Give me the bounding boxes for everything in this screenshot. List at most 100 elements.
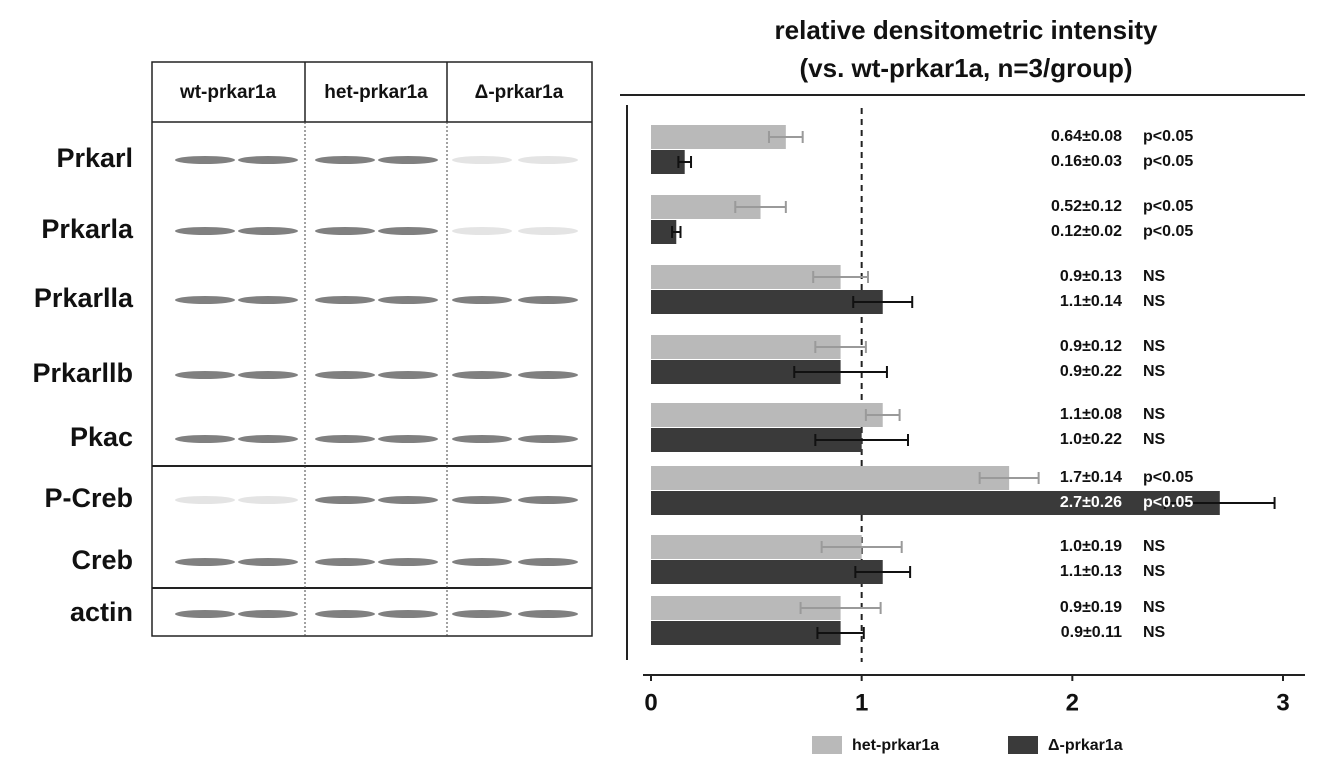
row-label: Creb xyxy=(71,545,133,575)
blot-band xyxy=(452,496,512,504)
blot-band xyxy=(452,558,512,566)
legend-swatch xyxy=(1008,736,1038,754)
blot-band xyxy=(378,610,438,618)
value-label: 0.9±0.11 xyxy=(1061,624,1122,641)
blot-band xyxy=(315,371,375,379)
value-label: 0.64±0.08 xyxy=(1051,128,1122,145)
blot-band xyxy=(315,296,375,304)
blot-band xyxy=(238,496,298,504)
value-label: 2.7±0.26 xyxy=(1060,494,1122,511)
blot-frame xyxy=(152,62,592,636)
significance-label: NS xyxy=(1143,363,1166,380)
figure: relative densitometric intensity (vs. wt… xyxy=(0,0,1326,762)
row-label: Prkarla xyxy=(41,214,134,244)
significance-label: p<0.05 xyxy=(1143,128,1193,145)
significance-label: p<0.05 xyxy=(1143,153,1193,170)
blot-band xyxy=(378,227,438,235)
significance-label: NS xyxy=(1143,268,1166,285)
blot-band xyxy=(518,227,578,235)
value-label: 0.52±0.12 xyxy=(1051,198,1122,215)
bar xyxy=(651,491,1220,515)
blot-band xyxy=(378,558,438,566)
row-label: Prkarllb xyxy=(32,358,133,388)
legend-label: Δ-prkar1a xyxy=(1048,737,1123,754)
blot-band xyxy=(452,227,512,235)
value-label: 0.9±0.13 xyxy=(1060,268,1122,285)
significance-label: NS xyxy=(1143,538,1166,555)
chart-title: relative densitometric intensity xyxy=(775,15,1158,45)
bar xyxy=(651,621,841,645)
blot-band xyxy=(452,610,512,618)
blot-band xyxy=(518,610,578,618)
row-label: Prkarl xyxy=(56,143,133,173)
significance-label: NS xyxy=(1143,599,1166,616)
value-label: 0.9±0.19 xyxy=(1060,599,1122,616)
significance-label: NS xyxy=(1143,338,1166,355)
row-label: Prkarlla xyxy=(34,283,134,313)
significance-label: NS xyxy=(1143,624,1166,641)
blot-band xyxy=(175,496,235,504)
blot-band xyxy=(518,435,578,443)
blot-band xyxy=(175,227,235,235)
blot-band xyxy=(315,435,375,443)
significance-label: p<0.05 xyxy=(1143,494,1193,511)
chart-subtitle: (vs. wt-prkar1a, n=3/group) xyxy=(799,53,1132,83)
blot-band xyxy=(518,496,578,504)
row-label: P-Creb xyxy=(44,483,133,513)
legend-label: het-prkar1a xyxy=(852,737,939,754)
row-label: actin xyxy=(70,597,133,627)
blot-band xyxy=(238,558,298,566)
x-tick-label: 2 xyxy=(1066,689,1079,716)
blot-band xyxy=(452,435,512,443)
bar xyxy=(651,125,786,149)
blot-band xyxy=(315,558,375,566)
blot-band xyxy=(175,558,235,566)
blot-band xyxy=(452,371,512,379)
bar xyxy=(651,290,883,314)
x-tick-label: 3 xyxy=(1276,689,1289,716)
legend-swatch xyxy=(812,736,842,754)
blot-band xyxy=(518,371,578,379)
blot-band xyxy=(175,371,235,379)
bar xyxy=(651,335,841,359)
significance-label: NS xyxy=(1143,406,1166,423)
blot-band xyxy=(452,296,512,304)
significance-label: p<0.05 xyxy=(1143,223,1193,240)
column-label: Δ-prkar1a xyxy=(475,82,564,103)
significance-label: NS xyxy=(1143,431,1166,448)
value-label: 1.1±0.13 xyxy=(1060,563,1122,580)
blot-band xyxy=(518,156,578,164)
row-label: Pkac xyxy=(70,422,133,452)
blot-band xyxy=(175,435,235,443)
bar xyxy=(651,265,841,289)
significance-label: p<0.05 xyxy=(1143,198,1193,215)
value-label: 1.7±0.14 xyxy=(1060,469,1122,486)
column-label: het-prkar1a xyxy=(324,82,428,103)
x-tick-label: 0 xyxy=(644,689,657,716)
blot-band xyxy=(238,371,298,379)
blot-band xyxy=(378,496,438,504)
blot-band xyxy=(175,296,235,304)
bar xyxy=(651,403,883,427)
value-label: 1.0±0.19 xyxy=(1060,538,1122,555)
value-label: 0.16±0.03 xyxy=(1051,153,1122,170)
value-label: 1.1±0.08 xyxy=(1060,406,1122,423)
blot-band xyxy=(238,296,298,304)
blot-band xyxy=(315,156,375,164)
blot-band xyxy=(378,435,438,443)
blot-band xyxy=(452,156,512,164)
blot-band xyxy=(238,227,298,235)
blot-band xyxy=(315,227,375,235)
blot-band xyxy=(238,156,298,164)
blot-band xyxy=(315,496,375,504)
blot-band xyxy=(518,558,578,566)
column-label: wt-prkar1a xyxy=(179,82,277,103)
blot-band xyxy=(315,610,375,618)
blot-band xyxy=(378,156,438,164)
western-blot: wt-prkar1a het-prkar1a Δ-prkar1a xyxy=(152,62,592,636)
bar xyxy=(651,466,1009,490)
value-label: 0.9±0.22 xyxy=(1060,363,1122,380)
blot-band xyxy=(238,610,298,618)
blot-band xyxy=(175,610,235,618)
blot-band xyxy=(378,371,438,379)
